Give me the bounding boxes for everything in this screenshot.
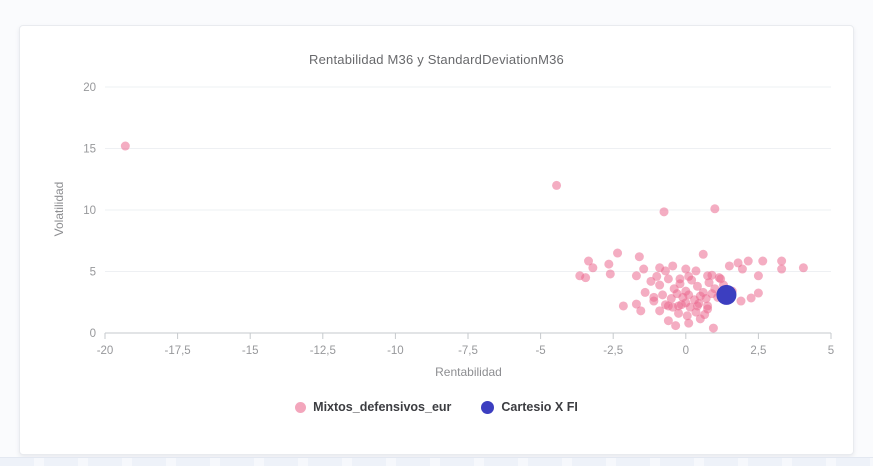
scatter-point-mixtos[interactable] (777, 256, 787, 266)
scatter-point-mixtos[interactable] (658, 290, 668, 300)
scatter-point-mixtos[interactable] (588, 263, 598, 273)
scatter-point-mixtos[interactable] (743, 256, 753, 266)
legend-marker-pink-icon (295, 401, 307, 413)
x-tick-label: -17,5 (164, 345, 190, 357)
scatter-point-mixtos[interactable] (681, 264, 691, 274)
y-tick-label: 0 (90, 328, 96, 340)
scatter-point-mixtos[interactable] (660, 300, 670, 310)
scatter-point-mixtos[interactable] (746, 293, 756, 303)
x-tick-label: -7,5 (458, 345, 478, 357)
x-tick-label: -12,5 (310, 345, 336, 357)
x-tick-label: -15 (242, 345, 259, 357)
x-tick-label: 0 (683, 345, 689, 357)
scatter-point-mixtos[interactable] (777, 264, 787, 274)
scatter-point-mixtos[interactable] (698, 249, 708, 259)
scatter-point-mixtos[interactable] (707, 270, 717, 280)
chart-legend: Mixtos_defensivos_eur Cartesio X FI (20, 400, 853, 414)
legend-label: Mixtos_defensivos_eur (313, 400, 452, 414)
scatter-point-mixtos[interactable] (639, 264, 649, 274)
scatter-point-mixtos[interactable] (708, 323, 718, 333)
scatter-point-mixtos[interactable] (668, 302, 678, 312)
scatter-point-mixtos[interactable] (671, 321, 681, 331)
scatter-point-mixtos[interactable] (691, 266, 701, 276)
scatter-point-mixtos[interactable] (581, 273, 591, 283)
x-tick-label: 2,5 (750, 345, 766, 357)
scatter-point-mixtos[interactable] (684, 271, 694, 281)
y-tick-label: 10 (83, 205, 96, 217)
scatter-point-mixtos[interactable] (663, 316, 673, 326)
scatter-point-mixtos[interactable] (605, 269, 615, 279)
scatter-point-mixtos[interactable] (604, 259, 614, 269)
x-tick-label: 5 (828, 345, 834, 357)
scatter-point-mixtos[interactable] (724, 261, 734, 271)
scatter-point-mixtos[interactable] (618, 301, 628, 311)
scatter-point-mixtos[interactable] (631, 299, 641, 309)
x-tick-label: -2,5 (603, 345, 623, 357)
scatter-point-mixtos[interactable] (660, 266, 670, 276)
legend-item-mixtos-defensivos-eur[interactable]: Mixtos_defensivos_eur (295, 400, 451, 414)
scatter-point-mixtos[interactable] (700, 310, 710, 320)
scatter-point-mixtos[interactable] (704, 278, 714, 288)
scatter-point-mixtos[interactable] (753, 271, 763, 281)
scatter-point-mixtos[interactable] (613, 248, 623, 258)
scatter-point-mixtos[interactable] (668, 261, 678, 271)
legend-label: Cartesio X FI (501, 400, 578, 414)
y-tick-label: 5 (90, 267, 96, 279)
x-tick-label: -5 (535, 345, 545, 357)
scatter-point-mixtos[interactable] (631, 271, 641, 281)
scatter-point-mixtos[interactable] (655, 306, 665, 316)
scatter-point-mixtos[interactable] (649, 292, 659, 302)
scatter-point-cartesio[interactable] (716, 284, 737, 305)
scatter-point-mixtos[interactable] (692, 281, 702, 291)
scatter-point-mixtos[interactable] (636, 306, 646, 316)
scatter-point-mixtos[interactable] (663, 274, 673, 284)
scatter-point-mixtos[interactable] (634, 252, 644, 262)
next-section-peek (0, 457, 873, 466)
y-tick-label: 15 (83, 144, 96, 156)
x-axis-title: Rentabilidad (435, 365, 502, 379)
scatter-point-mixtos[interactable] (737, 264, 747, 274)
scatter-point-mixtos[interactable] (758, 256, 768, 266)
scatter-point-mixtos[interactable] (552, 180, 562, 190)
scatter-point-mixtos[interactable] (676, 300, 686, 310)
scatter-point-mixtos[interactable] (798, 263, 808, 273)
scatter-point-mixtos[interactable] (675, 274, 685, 284)
scatter-point-mixtos[interactable] (655, 280, 665, 290)
chart-card: Rentabilidad M36 y StandardDeviationM36 … (19, 25, 854, 455)
scatter-point-mixtos[interactable] (694, 298, 704, 308)
x-tick-label: -10 (387, 345, 404, 357)
scatter-point-mixtos[interactable] (640, 287, 650, 297)
scatter-point-mixtos[interactable] (682, 311, 692, 321)
scatter-point-mixtos[interactable] (736, 296, 746, 306)
scatter-point-mixtos[interactable] (684, 318, 694, 328)
y-axis-title: Volatilidad (52, 181, 66, 237)
scatter-point-mixtos[interactable] (691, 307, 701, 317)
legend-item-cartesio-x-fi[interactable]: Cartesio X FI (481, 400, 578, 414)
scatter-point-mixtos[interactable] (674, 308, 684, 318)
scatter-point-mixtos[interactable] (584, 256, 594, 266)
scatter-point-mixtos[interactable] (652, 271, 662, 281)
scatter-point-mixtos[interactable] (120, 141, 130, 151)
chart-title: Rentabilidad M36 y StandardDeviationM36 (309, 52, 564, 67)
scatter-point-mixtos[interactable] (710, 204, 720, 214)
x-tick-label: -20 (97, 345, 114, 357)
scatter-plot-area: 0 5 10 15 20 -20 -17,5 -15 -12,5 -10 -7,5 -5 -2,5 0 2,… (83, 82, 834, 357)
y-tick-label: 20 (83, 82, 96, 94)
scatter-point-mixtos[interactable] (703, 301, 713, 311)
scatter-point-mixtos[interactable] (659, 207, 669, 217)
scatter-point-mixtos[interactable] (753, 288, 763, 298)
legend-marker-blue-icon (481, 400, 495, 414)
